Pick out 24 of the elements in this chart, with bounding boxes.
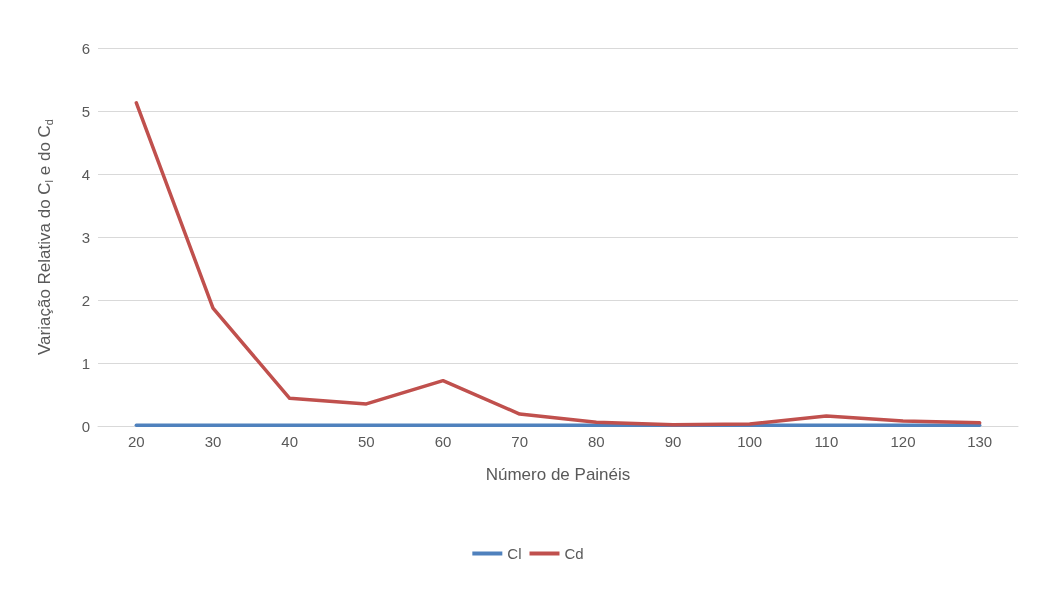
y-tick-label: 1 [81,354,90,372]
x-tick-label: 40 [281,433,299,450]
x-tick-label: 50 [357,433,375,450]
x-tick-label: 80 [587,433,605,450]
x-tick-label: 30 [204,433,222,450]
y-tick-label: 4 [81,165,90,183]
y-tick-label: 6 [81,39,90,57]
y-tick-label: 5 [81,102,90,120]
legend-label: Cl [507,545,522,562]
x-tick-label: 120 [890,433,916,450]
x-tick-label: 60 [434,433,452,450]
line-series [134,101,982,427]
y-axis-title: Variação Relativa do Cl e do Cd [35,119,55,355]
y-tick-label: 2 [81,291,90,309]
legend-label: Cd [564,545,584,562]
x-axis-title: Número de Painéis [485,465,631,484]
y-tick-label: 0 [81,417,90,435]
x-tick-label: 70 [511,433,529,450]
y-tick-label: 3 [81,228,90,246]
x-tick-label: 90 [664,433,682,450]
x-tick-label: 110 [814,433,839,450]
x-tick-label: 100 [737,433,763,450]
x-tick-label: 130 [967,433,993,450]
x-tick-label: 20 [127,433,145,450]
